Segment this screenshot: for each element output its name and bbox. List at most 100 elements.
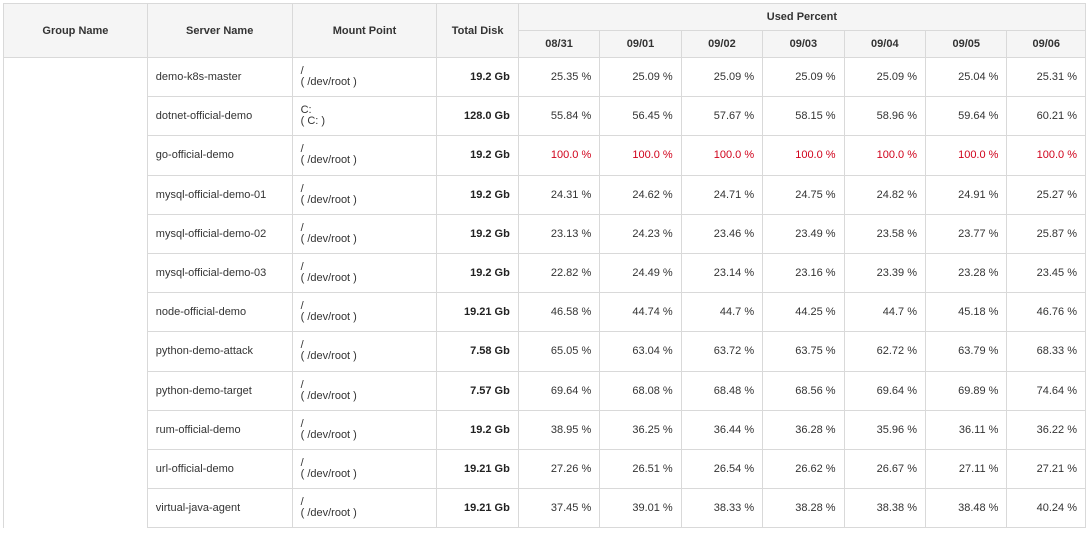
used-percent-cell: 38.48 % <box>925 488 1008 529</box>
used-percent-cell: 63.72 % <box>680 331 764 372</box>
used-percent-cell: 44.7 % <box>843 292 927 333</box>
table-row: node-official-demo /( /dev/root ) 19.21 Gb… <box>4 292 1086 333</box>
total-disk-cell: 7.57 Gb <box>436 370 519 411</box>
used-percent-cell: 68.56 % <box>762 370 845 411</box>
total-disk-cell: 7.58 Gb <box>436 331 519 372</box>
used-percent-cell: 26.51 % <box>599 448 682 490</box>
used-percent-cell: 46.76 % <box>1006 292 1086 333</box>
server-name-cell: python-demo-attack <box>146 331 293 372</box>
mount-path: / <box>300 378 304 391</box>
used-percent-cell: 65.05 % <box>517 331 601 372</box>
mount-point-cell: /( /dev/root ) <box>291 135 438 176</box>
used-percent-cell: 58.15 % <box>762 96 845 137</box>
used-percent-cell: 23.16 % <box>762 252 845 294</box>
header-date: 09/01 <box>599 30 682 58</box>
total-disk-cell: 19.21 Gb <box>436 292 519 333</box>
mount-path: / <box>300 143 304 156</box>
used-percent-cell: 100.0 % <box>599 135 682 176</box>
used-percent-cell: 44.7 % <box>680 292 764 333</box>
table-row: mysql-official-demo-02/( /dev/root ) 19.2… <box>4 213 1086 254</box>
used-percent-cell: 24.31 % <box>517 174 601 215</box>
total-disk-cell: 128.0 Gb <box>436 96 519 137</box>
server-name-cell: rum-official-demo <box>146 409 293 450</box>
used-percent-cell: 63.04 % <box>599 331 682 372</box>
used-percent-cell: 27.21 % <box>1006 448 1086 490</box>
used-percent-cell: 36.22 % <box>1006 409 1086 450</box>
used-percent-cell: 26.67 % <box>843 448 927 490</box>
used-percent-cell: 25.09 % <box>680 56 764 98</box>
mount-path: / <box>300 182 304 195</box>
used-percent-cell: 23.13 % <box>517 213 601 254</box>
mount-device: ( /dev/root ) <box>300 467 357 480</box>
used-percent-cell: 36.11 % <box>925 409 1008 450</box>
table-row: mysql-official-demo-03/( /dev/root ) 19.2… <box>4 252 1086 294</box>
used-percent-cell: 63.79 % <box>925 331 1008 372</box>
table-row: mysql-official-demo-01/( /dev/root ) 19.2… <box>4 174 1086 215</box>
server-name-cell: node-official-demo <box>146 292 293 333</box>
used-percent-cell: 35.96 % <box>843 409 927 450</box>
used-percent-cell: 38.28 % <box>762 488 845 529</box>
used-percent-cell: 25.87 % <box>1006 213 1086 254</box>
mount-path: / <box>300 496 304 509</box>
used-percent-cell: 26.54 % <box>680 448 764 490</box>
used-percent-cell: 100.0 % <box>925 135 1008 176</box>
header-date: 09/05 <box>925 30 1008 58</box>
used-percent-cell: 57.67 % <box>680 96 764 137</box>
table-row: virtual-java-agent /( /dev/root ) 19.21 Gb… <box>4 488 1086 529</box>
used-percent-cell: 23.46 % <box>680 213 764 254</box>
mount-point-cell: /( /dev/root ) <box>291 331 438 372</box>
used-percent-cell: 22.82 % <box>517 252 601 294</box>
table-row: go-official-demo /( /dev/root ) 19.2 Gb 100… <box>4 135 1086 176</box>
header-date: 09/04 <box>843 30 927 58</box>
mount-point-cell: /( /dev/root ) <box>291 174 438 215</box>
used-percent-cell: 23.39 % <box>843 252 927 294</box>
mount-point-cell: /( /dev/root ) <box>291 409 438 450</box>
used-percent-cell: 55.84 % <box>517 96 601 137</box>
table-body: demo-k8s-master /( /dev/root ) 19.2 Gb 25.3… <box>3 56 1086 529</box>
server-name-cell: demo-k8s-master <box>146 56 293 98</box>
used-percent-cell: 24.62 % <box>599 174 682 215</box>
mount-point-cell: /( /dev/root ) <box>291 292 438 333</box>
used-percent-cell: 23.14 % <box>680 252 764 294</box>
used-percent-cell: 23.49 % <box>762 213 845 254</box>
mount-device: ( /dev/root ) <box>300 193 357 206</box>
used-percent-cell: 69.64 % <box>843 370 927 411</box>
total-disk-cell: 19.2 Gb <box>436 56 519 98</box>
disk-usage-table: Group Name Server Name Mount Point Total… <box>3 3 1086 529</box>
used-percent-cell: 44.25 % <box>762 292 845 333</box>
used-percent-cell: 100.0 % <box>843 135 927 176</box>
mount-path: / <box>300 221 304 234</box>
used-percent-cell: 24.82 % <box>843 174 927 215</box>
mount-device: ( /dev/root ) <box>300 154 357 167</box>
mount-device: ( /dev/root ) <box>300 311 357 324</box>
header-date: 09/02 <box>680 30 764 58</box>
used-percent-cell: 27.26 % <box>517 448 601 490</box>
used-percent-cell: 23.77 % <box>925 213 1008 254</box>
used-percent-cell: 45.18 % <box>925 292 1008 333</box>
total-disk-cell: 19.2 Gb <box>436 135 519 176</box>
used-percent-cell: 26.62 % <box>762 448 845 490</box>
used-percent-cell: 39.01 % <box>599 488 682 529</box>
header-mount-point: Mount Point <box>291 3 438 58</box>
table-row: rum-official-demo /( /dev/root ) 19.2 Gb 38… <box>4 409 1086 450</box>
used-percent-cell: 60.21 % <box>1006 96 1086 137</box>
mount-path: / <box>300 456 304 469</box>
used-percent-cell: 100.0 % <box>680 135 764 176</box>
server-name-cell: python-demo-target <box>146 370 293 411</box>
total-disk-cell: 19.21 Gb <box>436 488 519 529</box>
header-date: 09/06 <box>1006 30 1086 58</box>
used-percent-cell: 44.74 % <box>599 292 682 333</box>
total-disk-cell: 19.2 Gb <box>436 409 519 450</box>
used-percent-cell: 38.95 % <box>517 409 601 450</box>
table-row: demo-k8s-master /( /dev/root ) 19.2 Gb 25.3… <box>3 56 1086 528</box>
used-percent-cell: 24.71 % <box>680 174 764 215</box>
mount-path: / <box>300 417 304 430</box>
mount-path: / <box>300 300 304 313</box>
mount-device: ( /dev/root ) <box>300 507 357 520</box>
table-row: dotnet-official-demo C:( C: ) 128.0 Gb 55.8… <box>4 96 1086 137</box>
table-row: python-demo-target /( /dev/root ) 7.57 Gb 6… <box>4 370 1086 411</box>
mount-device: ( /dev/root ) <box>300 428 357 441</box>
used-percent-cell: 23.28 % <box>925 252 1008 294</box>
mount-path: / <box>300 65 304 78</box>
used-percent-cell: 24.91 % <box>925 174 1008 215</box>
